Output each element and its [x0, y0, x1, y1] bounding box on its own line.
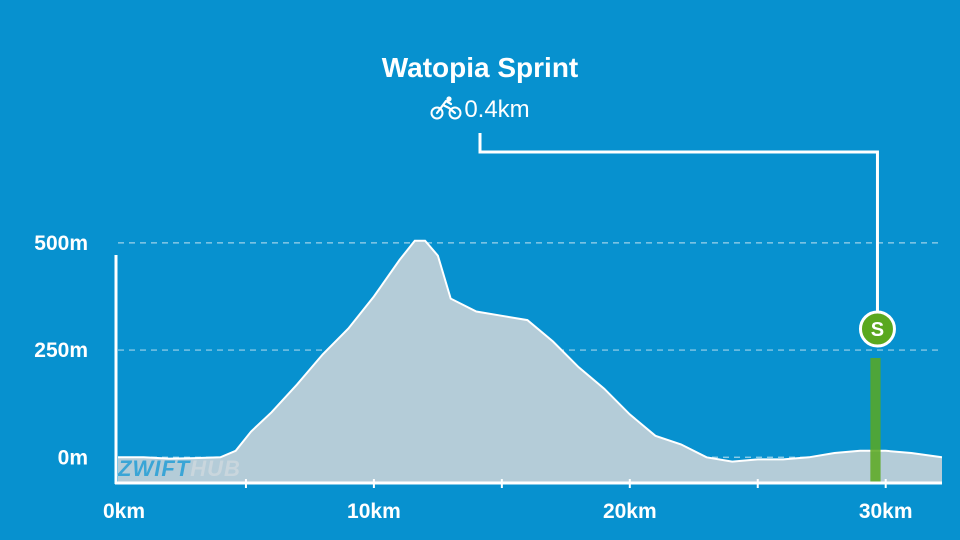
elevation-profile-line	[118, 239, 942, 463]
y-axis-labels: 0m 250m 500m	[34, 232, 88, 469]
segment-leader-line	[478, 133, 879, 311]
y-tick-label: 0m	[58, 446, 88, 469]
segment-marker[interactable]: S	[858, 310, 896, 348]
x-tick-label: 30km	[859, 500, 913, 523]
segment-distance: 0.4km	[0, 96, 960, 124]
y-tick-label: 500m	[34, 232, 88, 255]
cyclist-icon	[430, 96, 462, 120]
y-tick-label: 250m	[34, 339, 88, 362]
x-axis-ticks: 0km 10km 20km 30km	[103, 479, 913, 523]
segment-marker-label: S	[871, 319, 884, 341]
x-tick-label: 20km	[603, 500, 657, 523]
segment-title: Watopia Sprint	[381, 52, 579, 83]
watermark: ZWIFTHUB	[117, 456, 241, 481]
segment-band	[870, 358, 881, 483]
x-tick-label: 10km	[347, 500, 401, 523]
segment-distance-value: 0.4km	[464, 96, 530, 123]
segment-marker-circle	[858, 310, 896, 348]
x-tick-label: 0km	[103, 500, 145, 523]
elevation-profile-area	[118, 240, 942, 483]
